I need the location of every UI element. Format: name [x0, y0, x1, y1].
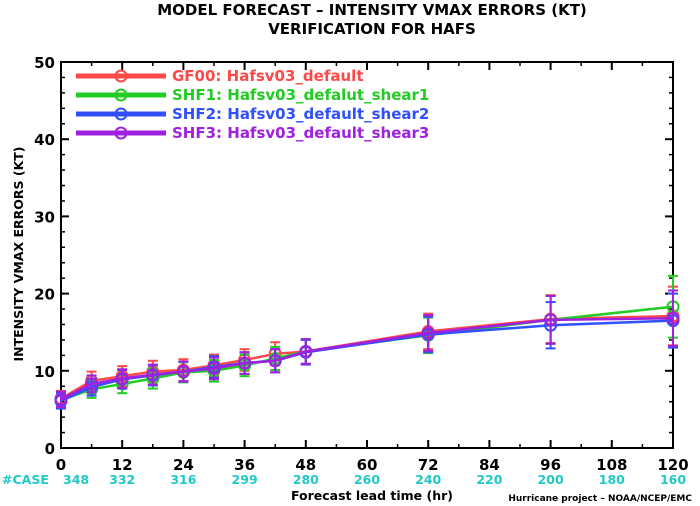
y-tick-label: 30 [34, 208, 55, 226]
footer-credit: Hurricane project – NOAA/NCEP/EMC [508, 494, 692, 504]
case-count: 180 [599, 472, 625, 487]
chart-subtitle: VERIFICATION FOR HAFS [268, 20, 476, 38]
case-count: 260 [354, 472, 380, 487]
series-2 [54, 292, 680, 410]
case-count: 200 [538, 472, 564, 487]
data-point [115, 372, 129, 386]
x-tick-label: 24 [173, 456, 194, 474]
case-count: 240 [415, 472, 441, 487]
data-point [666, 311, 680, 325]
legend-marker [114, 107, 128, 121]
data-point [238, 356, 252, 370]
y-tick-label: 0 [45, 440, 55, 458]
legend-marker [114, 88, 128, 102]
y-tick-label: 20 [34, 286, 55, 304]
case-count: 220 [476, 472, 502, 487]
x-tick-label: 36 [234, 456, 255, 474]
case-counts: #CASE 348 332 316 299 280 260 240 220 200 180 160 [2, 472, 686, 487]
case-label: #CASE [2, 472, 49, 487]
x-tick-label: 96 [540, 456, 561, 474]
x-tick-label: 120 [657, 456, 688, 474]
legend-label: GF00: Hafsv03_default [172, 67, 363, 85]
y-tick-label: 10 [34, 363, 55, 381]
data-point [146, 368, 160, 382]
data-point [85, 377, 99, 391]
case-count: 299 [232, 472, 258, 487]
legend-label: SHF2: Hafsv03_default_shear2 [172, 105, 429, 123]
x-tick-label: 60 [357, 456, 378, 474]
case-count: 280 [293, 472, 319, 487]
x-tick-label: 84 [479, 456, 500, 474]
legend-label: SHF3: Hafsv03_default_shear3 [172, 124, 429, 142]
y-axis-label: INTENSITY VMAX ERRORS (KT) [11, 146, 26, 361]
case-count: 316 [170, 472, 196, 487]
case-count: 332 [109, 472, 135, 487]
series-3 [54, 289, 680, 409]
data-point [544, 313, 558, 327]
x-tick-label: 0 [56, 456, 66, 474]
data-point [268, 354, 282, 368]
data-point [207, 361, 221, 375]
x-tick-label: 48 [295, 456, 316, 474]
data-point [176, 365, 190, 379]
data-point [299, 345, 313, 358]
legend-marker [114, 126, 128, 140]
legend-marker [114, 69, 128, 83]
y-tick-label: 40 [34, 131, 55, 149]
x-axis-label: Forecast lead time (hr) [291, 488, 453, 503]
data-point [54, 392, 68, 406]
x-tick-label: 12 [112, 456, 133, 474]
x-tick-label: 72 [418, 456, 439, 474]
case-count: 348 [63, 472, 89, 487]
series-layer [54, 274, 680, 410]
chart-title: MODEL FORECAST – INTENSITY VMAX ERRORS (… [157, 1, 587, 19]
axes: 0 12 24 36 48 60 72 84 96 108 120 0 10 20 30 40 50 [34, 54, 689, 474]
legend-label: SHF1: Hafsv03_defalut_shear1 [172, 86, 429, 104]
x-tick-label: 108 [596, 456, 627, 474]
case-count: 160 [660, 472, 686, 487]
y-tick-label: 50 [34, 54, 55, 72]
data-point [421, 326, 435, 340]
